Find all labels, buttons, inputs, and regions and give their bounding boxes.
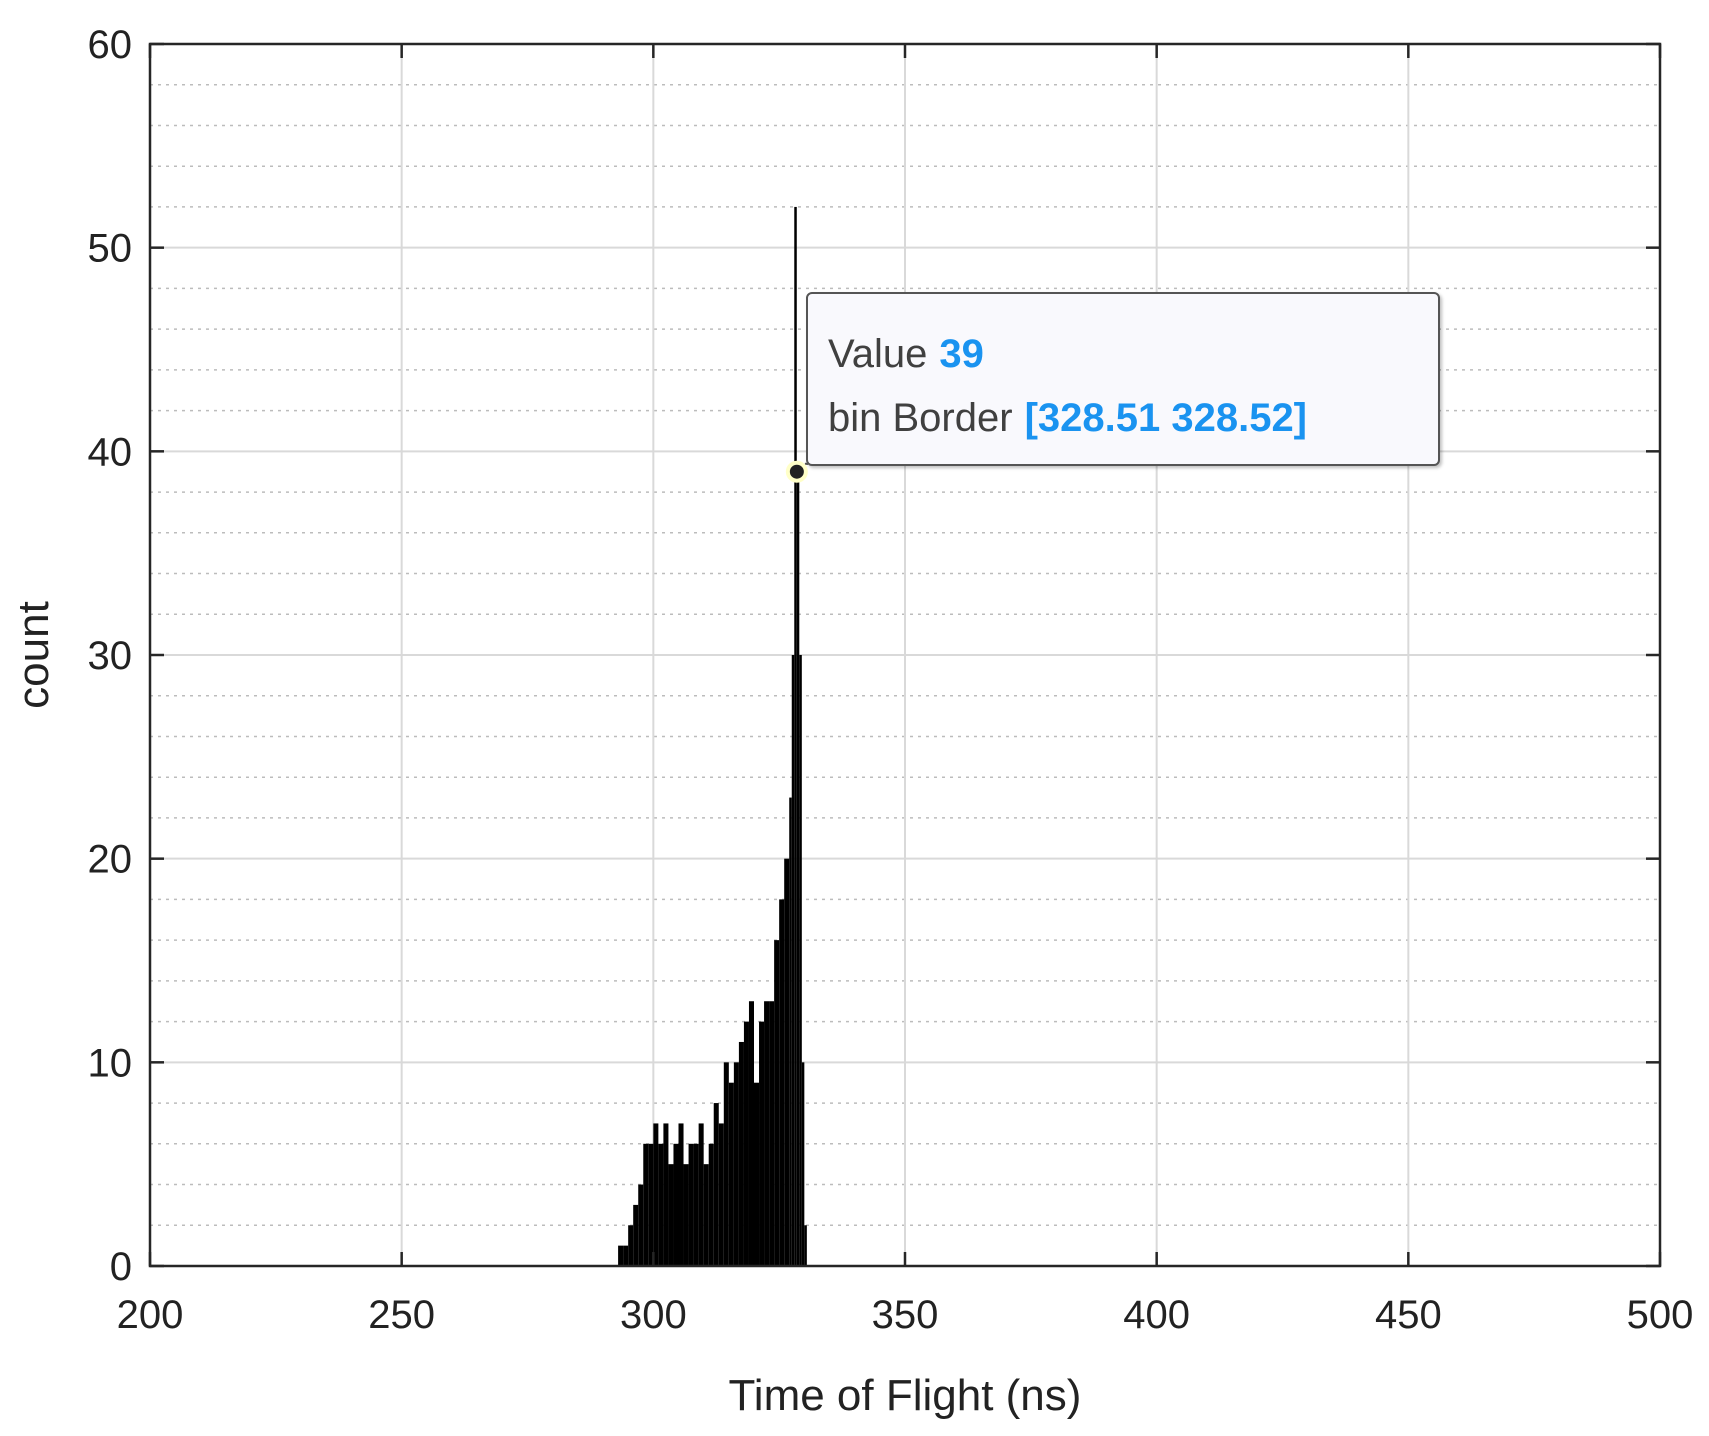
histogram-bar bbox=[698, 1123, 704, 1266]
histogram-bar bbox=[748, 1001, 754, 1266]
y-tick-labels: 0 10 20 30 40 50 60 bbox=[88, 23, 133, 1289]
histogram-bar bbox=[723, 1062, 729, 1266]
histogram-bar bbox=[799, 655, 802, 1266]
histogram-bar bbox=[623, 1245, 629, 1266]
histogram-bar bbox=[784, 858, 790, 1266]
histogram-bar bbox=[678, 1123, 684, 1266]
histogram-bar bbox=[754, 1082, 760, 1266]
datatip-box: Value 39 bin Border [328.51 328.52] bbox=[806, 292, 1440, 466]
histogram-bar bbox=[801, 1062, 805, 1266]
histogram-bar bbox=[663, 1123, 669, 1266]
datatip-marker[interactable] bbox=[785, 460, 808, 483]
x-tick-label: 300 bbox=[620, 1293, 687, 1337]
histogram-bar bbox=[668, 1164, 674, 1266]
histogram-bar bbox=[769, 1001, 775, 1266]
datatip-value-label: Value bbox=[828, 332, 928, 376]
histogram-bar bbox=[638, 1184, 644, 1266]
histogram-bar bbox=[789, 797, 792, 1266]
x-tick-label: 400 bbox=[1123, 1293, 1190, 1337]
histogram-bar bbox=[633, 1204, 639, 1266]
histogram-bar bbox=[658, 1143, 664, 1266]
histogram-bar bbox=[779, 899, 785, 1266]
histogram-bar bbox=[628, 1225, 634, 1266]
datatip-bin-row: bin Border [328.51 328.52] bbox=[828, 386, 1418, 450]
histogram-bar bbox=[648, 1143, 654, 1266]
histogram-bar bbox=[718, 1123, 724, 1266]
histogram-bar bbox=[796, 471, 800, 1266]
histogram-bar bbox=[708, 1143, 714, 1266]
histogram-bar bbox=[804, 1225, 807, 1266]
y-tick-label: 50 bbox=[88, 227, 133, 271]
x-tick-label: 250 bbox=[368, 1293, 435, 1337]
x-axis-label: Time of Flight (ns) bbox=[729, 1371, 1082, 1420]
y-tick-label: 40 bbox=[88, 430, 133, 474]
histogram-bar bbox=[643, 1143, 649, 1266]
histogram-bar bbox=[791, 655, 795, 1266]
datatip-bin-value: [328.51 328.52] bbox=[1024, 396, 1308, 440]
x-tick-label: 500 bbox=[1627, 1293, 1694, 1337]
histogram-bar bbox=[653, 1123, 659, 1266]
histogram-bar bbox=[693, 1143, 699, 1266]
y-tick-label: 0 bbox=[110, 1245, 132, 1289]
datatip-value: 39 bbox=[939, 332, 984, 376]
x-tick-label: 450 bbox=[1375, 1293, 1442, 1337]
histogram-bar bbox=[703, 1164, 709, 1266]
histogram-bars bbox=[618, 206, 807, 1266]
histogram-bar bbox=[618, 1245, 624, 1266]
histogram-bar bbox=[759, 1021, 765, 1266]
x-tick-labels: 200 250 300 350 400 450 500 bbox=[117, 1293, 1694, 1337]
x-tick-label: 200 bbox=[117, 1293, 184, 1337]
x-tick-label: 350 bbox=[872, 1293, 939, 1337]
y-tick-label: 60 bbox=[88, 23, 133, 67]
histogram-bar bbox=[794, 206, 797, 1266]
datatip-bin-label: bin Border bbox=[828, 396, 1013, 440]
histogram-bar bbox=[764, 1001, 770, 1266]
histogram-bar bbox=[774, 940, 780, 1266]
histogram-bar bbox=[683, 1164, 689, 1266]
axis-ticks bbox=[148, 42, 1662, 1268]
y-axis-label: count bbox=[9, 601, 58, 709]
y-tick-label: 10 bbox=[88, 1041, 133, 1085]
y-tick-label: 20 bbox=[88, 838, 133, 882]
histogram-bar bbox=[688, 1143, 694, 1266]
histogram-bar bbox=[738, 1041, 744, 1266]
histogram-bar bbox=[743, 1021, 749, 1266]
histogram-bar bbox=[673, 1143, 679, 1266]
datatip-value-row: Value 39 bbox=[828, 322, 1418, 386]
histogram-bar bbox=[728, 1082, 734, 1266]
histogram-bar bbox=[733, 1062, 739, 1266]
histogram-bar bbox=[713, 1103, 719, 1266]
y-tick-label: 30 bbox=[88, 634, 133, 678]
